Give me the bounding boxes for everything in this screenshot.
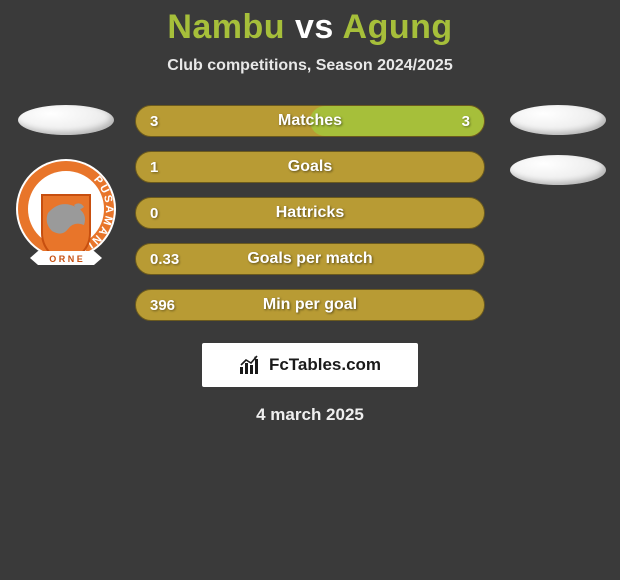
stat-bar: 0 Hattricks: [135, 197, 485, 229]
stat-value-left: 396: [150, 297, 175, 314]
subtitle: Club competitions, Season 2024/2025: [167, 57, 452, 75]
team-logo-left: PUSAMANIA O R N E: [14, 155, 118, 275]
ball-icon: [510, 105, 606, 135]
content: PUSAMANIA O R N E 3Match: [0, 105, 620, 425]
shield-icon: PUSAMANIA O R N E: [14, 155, 118, 275]
right-side: [510, 105, 606, 185]
stat-value-right: 3: [462, 113, 470, 130]
title-vs: vs: [295, 8, 334, 46]
chart-icon: [239, 355, 263, 375]
ball-icon: [18, 105, 114, 135]
brand-name: FcTables.com: [269, 355, 381, 375]
stat-label: Hattricks: [276, 204, 344, 222]
stat-value-left: 0.33: [150, 251, 179, 268]
ball-icon: [510, 155, 606, 185]
brand-box: FcTables.com: [202, 343, 418, 387]
left-side: PUSAMANIA O R N E: [14, 105, 118, 275]
stat-bar: 3 Matches 3: [135, 105, 485, 137]
stat-label: Matches: [278, 112, 342, 130]
stat-bar: 396 Min per goal: [135, 289, 485, 321]
stat-value-left: 3: [150, 113, 158, 130]
stats-bars: 3 Matches 3 1 Goals 0 Hattricks 0.33 Goals per m…: [135, 105, 485, 321]
svg-text:O R N E: O R N E: [49, 254, 83, 264]
stat-value-left: 0: [150, 205, 158, 222]
stat-label: Goals per match: [247, 250, 372, 268]
page-title: Nambu vs Agung: [167, 8, 452, 47]
stat-value-left: 1: [150, 159, 158, 176]
stat-label: Min per goal: [263, 296, 357, 314]
stat-bar: 1 Goals: [135, 151, 485, 183]
date: 4 march 2025: [0, 405, 620, 425]
title-player1: Nambu: [167, 8, 285, 46]
stat-label: Goals: [288, 158, 332, 176]
stat-bar: 0.33 Goals per match: [135, 243, 485, 275]
page: Nambu vs Agung Club competitions, Season…: [0, 0, 620, 425]
title-player2: Agung: [343, 8, 453, 46]
